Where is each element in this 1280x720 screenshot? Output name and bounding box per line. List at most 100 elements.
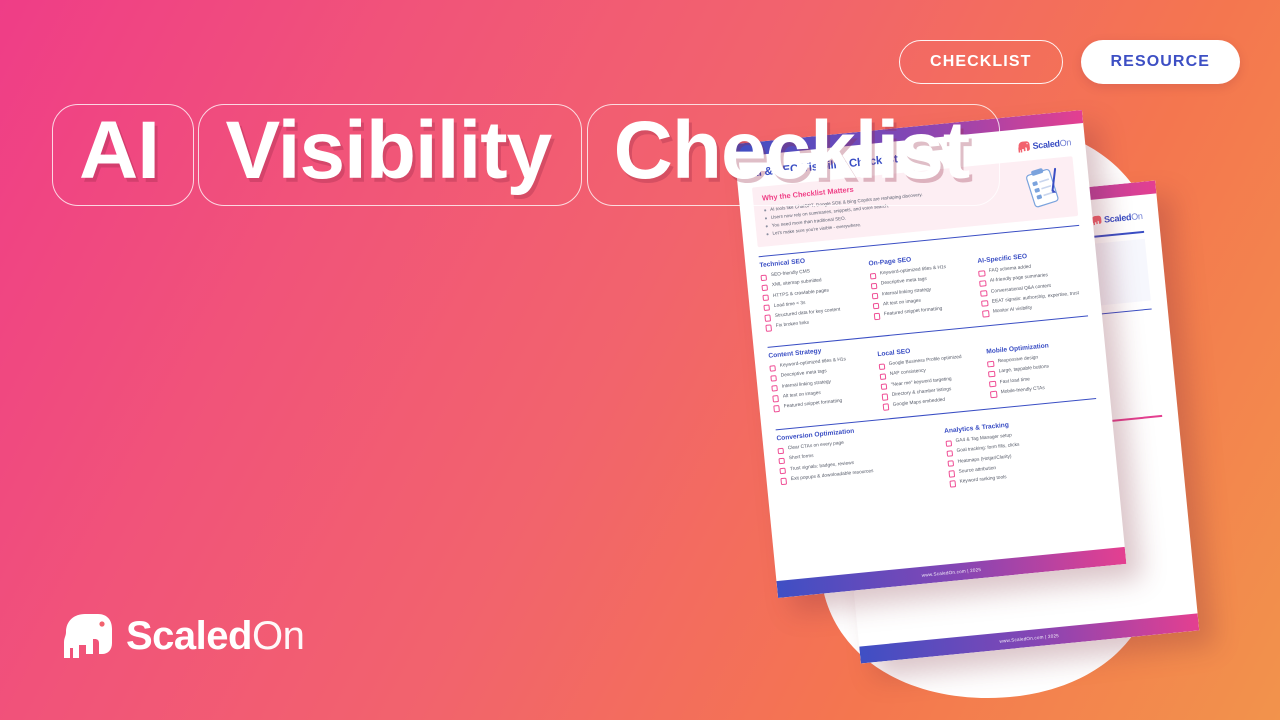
brand-logo: ScaledOn <box>60 612 305 660</box>
section-mobile-optimization: Mobile Optimization Responsive design La… <box>984 322 1095 400</box>
checkbox-icon[interactable] <box>979 279 987 287</box>
elephant-logo-icon <box>1092 215 1102 226</box>
checklist-item-label: SEO-friendly CMS <box>770 269 811 279</box>
checkbox-icon[interactable] <box>990 390 998 398</box>
checklist-item-label: NAP consistency <box>889 368 927 378</box>
front-page-footer-text: www.ScaledOn.com | 2025 <box>921 567 982 578</box>
checkbox-icon[interactable] <box>871 292 879 300</box>
section-item-list: Keyword-optimized titles & H1s Descripti… <box>869 262 978 320</box>
section-technical-seo: Technical SEO SEO-friendly CMS XML sitem… <box>759 252 871 338</box>
checkbox-icon[interactable] <box>978 269 986 277</box>
checklist-item-label: Large, tappable buttons <box>998 364 1050 375</box>
checklist-item-label: Descriptive meta tags <box>880 277 928 287</box>
checklist-item-label: Featured snippet formatting <box>883 306 943 318</box>
checklist-item-label: Descriptive meta tags <box>780 369 828 380</box>
checkbox-icon[interactable] <box>760 274 768 282</box>
checklist-item-label: Fast load time <box>999 376 1031 385</box>
checkbox-icon[interactable] <box>765 324 773 332</box>
checklist-item-label: Alt text on images <box>782 390 822 400</box>
hero-title-line-1: AI <box>52 104 194 206</box>
checkbox-icon[interactable] <box>982 310 990 318</box>
checklist-item-label: FAQ schema added <box>988 264 1032 274</box>
checkbox-icon[interactable] <box>761 284 769 292</box>
checkbox-icon[interactable] <box>869 272 877 280</box>
why-checklist-matters-box: Why the Checklist Matters AI tools like … <box>751 156 1079 247</box>
hero-title-text-1: AI <box>79 105 160 196</box>
checkbox-icon[interactable] <box>988 370 996 378</box>
brand-name-bold: Scaled <box>126 613 252 658</box>
checkbox-icon[interactable] <box>779 467 787 475</box>
checkbox-icon[interactable] <box>771 384 779 392</box>
checklist-item-label: XML sitemap submitted <box>771 278 822 289</box>
checkbox-icon[interactable] <box>870 282 878 290</box>
checklist-item-label: Heatmaps (Hotjar/Clarity) <box>957 454 1012 465</box>
badge-group: CHECKLIST RESOURCE <box>899 40 1240 84</box>
section-ai-specific-seo: AI-Specific SEO FAQ schema added AI-frie… <box>976 231 1088 318</box>
checklist-item-label: Source attribution <box>958 465 997 475</box>
section-item-list: GA4 & Tag Manager setup Goal tracking: f… <box>945 425 1103 488</box>
checkbox-icon[interactable] <box>772 395 780 403</box>
brand-wordmark: ScaledOn <box>126 613 305 659</box>
section-local-seo: Local SEO Google Business Profile optimi… <box>876 332 987 411</box>
checkbox-icon[interactable] <box>948 470 956 478</box>
checklist-item-label: Alt text on images <box>882 298 922 308</box>
checkbox-icon[interactable] <box>949 480 957 488</box>
checkbox-icon[interactable] <box>878 363 886 371</box>
checkbox-icon[interactable] <box>946 450 954 458</box>
checkbox-icon[interactable] <box>764 314 772 322</box>
checkbox-icon[interactable] <box>780 477 788 485</box>
back-page-footer-text: www.ScaledOn.com | 2025 <box>999 633 1060 644</box>
clipboard-checklist-icon <box>1026 167 1059 208</box>
brand-name-light: On <box>251 613 305 658</box>
section-item-list: Responsive design Large, tappable button… <box>987 350 1095 398</box>
section-on-page-seo: On-Page SEO Keyword-optimized titles & H… <box>867 242 979 328</box>
badge-checklist-label: CHECKLIST <box>930 53 1032 70</box>
checkbox-icon[interactable] <box>981 300 989 308</box>
checkbox-icon[interactable] <box>987 360 995 368</box>
back-logo-bold: Scaled <box>1103 212 1132 225</box>
hero-title-text-2: Visibility <box>225 105 552 196</box>
badge-checklist[interactable]: CHECKLIST <box>899 40 1063 84</box>
document-logo-bold: Scaled <box>1032 138 1061 151</box>
checklist-item-label: Internal linking strategy <box>781 379 832 390</box>
checklist-item-label: Internal linking strategy <box>881 287 932 297</box>
section-analytics-tracking: Analytics & Tracking GA4 & Tag Manager s… <box>943 404 1103 488</box>
checkbox-icon[interactable] <box>947 460 955 468</box>
back-logo-light: On <box>1130 210 1144 222</box>
elephant-logo-icon <box>64 614 112 658</box>
checkbox-icon[interactable] <box>770 374 778 382</box>
checkbox-icon[interactable] <box>989 380 997 388</box>
badge-resource[interactable]: RESOURCE <box>1080 40 1240 84</box>
hero-title-block: AI Visibility Checklist <box>52 104 1001 216</box>
checkbox-icon[interactable] <box>763 304 771 312</box>
document-logo-light: On <box>1059 137 1072 149</box>
checklist-item-label: Load time < 3s <box>773 300 806 309</box>
checkbox-icon[interactable] <box>777 447 785 455</box>
section-content-strategy: Content Strategy Keyword-optimized title… <box>768 343 879 421</box>
checkbox-icon[interactable] <box>773 405 781 413</box>
elephant-logo-icon <box>1018 141 1031 153</box>
section-item-list: SEO-friendly CMS XML sitemap submitted H… <box>760 264 870 332</box>
checkbox-icon[interactable] <box>880 383 888 391</box>
section-conversion-optimization: Conversion Optimization Clear CTAs on ev… <box>776 420 946 504</box>
checkbox-icon[interactable] <box>945 439 953 447</box>
hero-title-line-3: Checklist <box>586 104 1001 206</box>
document-logo: ScaledOn <box>1017 136 1072 153</box>
back-page-bottom-bar: www.ScaledOn.com | 2025 <box>859 613 1200 664</box>
checkbox-icon[interactable] <box>879 373 887 381</box>
checklist-item-label: HTTPS & crawlable pages <box>772 288 830 299</box>
checkbox-icon[interactable] <box>882 403 890 411</box>
checklist-item-label: Featured snippet formatting <box>783 398 843 410</box>
back-page-logo: ScaledOn <box>1091 211 1143 226</box>
checklist-item-label: Fix broken links <box>775 320 810 329</box>
checkbox-icon[interactable] <box>778 457 786 465</box>
checkbox-icon[interactable] <box>881 393 889 401</box>
checkbox-icon[interactable] <box>769 364 777 372</box>
section-item-list: Keyword-optimized titles & H1s Descripti… <box>769 355 878 413</box>
checkbox-icon[interactable] <box>762 294 770 302</box>
checkbox-icon[interactable] <box>872 302 880 310</box>
checkbox-icon[interactable] <box>873 312 881 320</box>
checkbox-icon[interactable] <box>980 290 988 298</box>
hero-title-line-2: Visibility <box>198 104 583 206</box>
